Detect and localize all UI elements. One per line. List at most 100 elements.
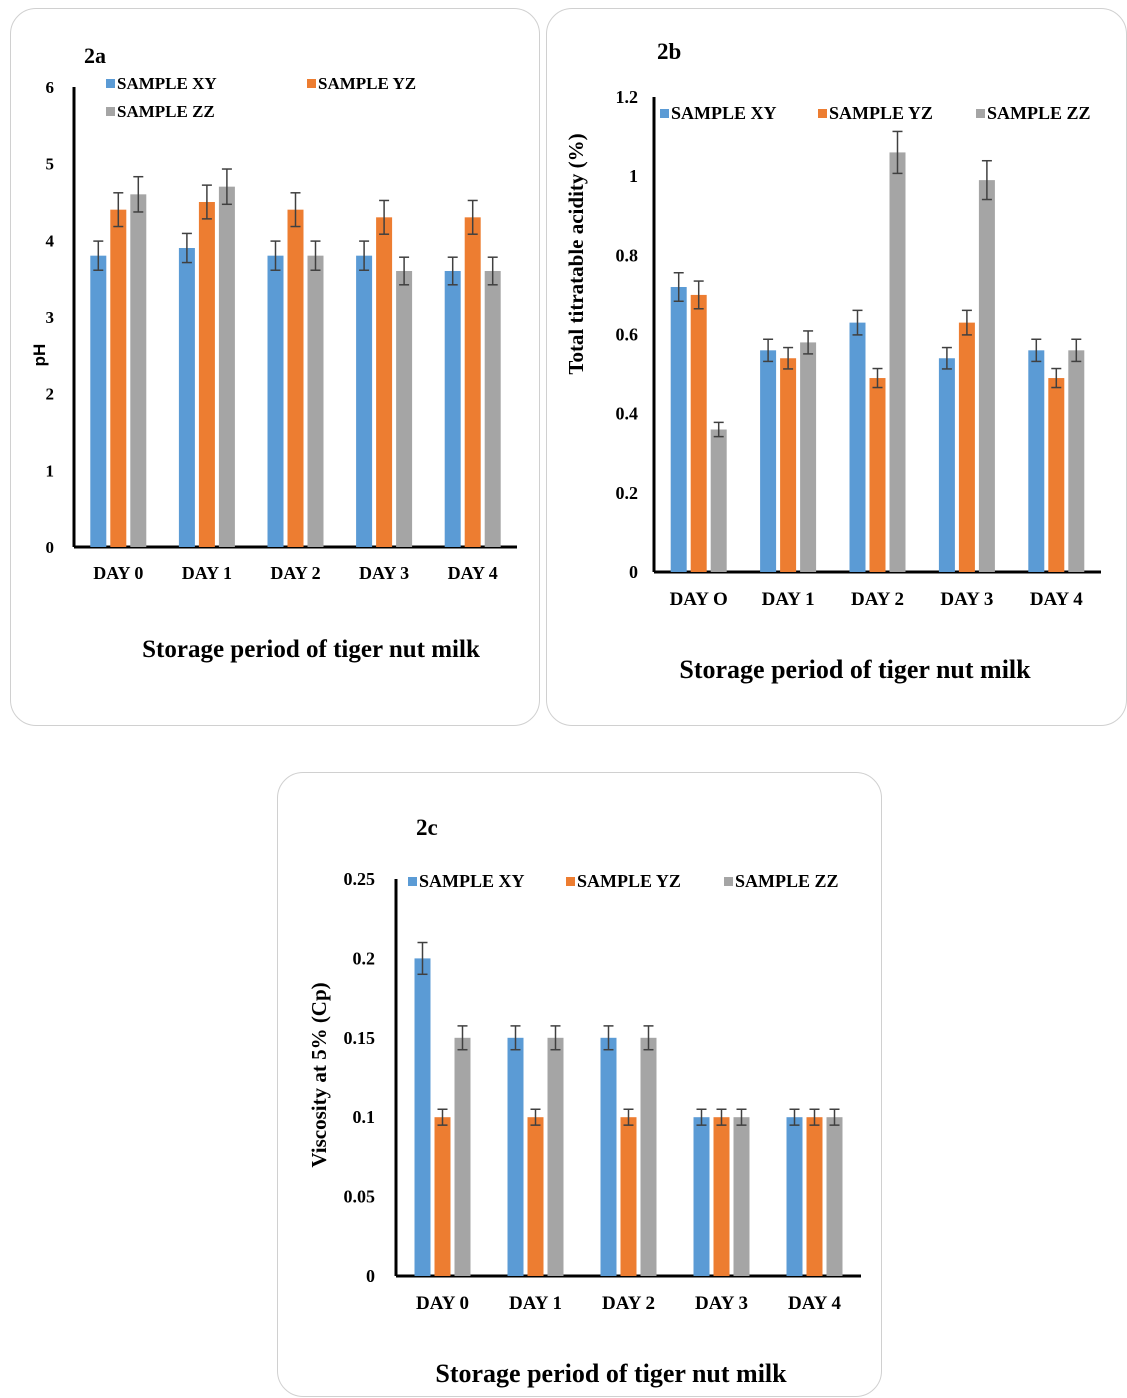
x-tick-label: DAY 4 xyxy=(788,1293,841,1314)
bar-yz xyxy=(198,202,215,547)
y-tick-label: 0.25 xyxy=(344,869,376,889)
bar-zz xyxy=(978,180,995,572)
x-tick-label: DAY 0 xyxy=(93,563,143,583)
chart-panel-2a: 2a 0 1 2 3 4 5 6 DAY 0 DAY 1 DAY 2 DAY 3 DAY 4 SAMPLE… xyxy=(10,8,540,726)
bar-xy xyxy=(444,271,461,547)
bar-yz xyxy=(464,217,481,548)
bar-zz xyxy=(396,271,413,547)
y-axis-label: pH xyxy=(30,344,49,367)
x-tick-label: DAY 4 xyxy=(448,563,498,583)
x-tick-label: DAY 0 xyxy=(416,1293,469,1314)
bar-xy xyxy=(693,1117,710,1276)
y-tick-label: 1.2 xyxy=(616,87,639,107)
legend-label: SAMPLE ZZ xyxy=(987,103,1091,123)
bar-zz xyxy=(733,1117,750,1276)
x-tick-label: DAY 1 xyxy=(509,1293,562,1314)
y-tick-label: 0.1 xyxy=(353,1107,376,1127)
y-tick-label: 3 xyxy=(46,308,55,327)
y-tick-label: 0.2 xyxy=(353,948,376,968)
x-tick-label: DAY 2 xyxy=(270,563,320,583)
legend-label: SAMPLE YZ xyxy=(318,74,416,93)
y-axis-label: Viscosity at 5% (Cp) xyxy=(307,982,331,1167)
bar-zz xyxy=(484,271,501,547)
x-tick-label: DAY 3 xyxy=(359,563,409,583)
y-tick-label: 0 xyxy=(46,538,55,557)
bar-xy xyxy=(786,1117,803,1276)
bar-yz xyxy=(690,294,707,572)
legend-swatch-yz xyxy=(566,877,575,886)
bar-zz xyxy=(826,1117,843,1276)
legend-label: SAMPLE YZ xyxy=(829,103,933,123)
bar-zz xyxy=(640,1037,657,1276)
bar-yz xyxy=(1048,378,1065,572)
y-tick-label: 1 xyxy=(46,461,55,480)
bar-xy xyxy=(600,1037,617,1276)
bar-zz xyxy=(889,152,906,572)
x-tick-label: DAY O xyxy=(670,589,728,610)
y-tick-label: 5 xyxy=(46,155,55,174)
chart-2a: 2a 0 1 2 3 4 5 6 DAY 0 DAY 1 DAY 2 DAY 3 DAY 4 SAMPLE… xyxy=(30,43,517,663)
bar-yz xyxy=(869,378,886,572)
bar-yz xyxy=(434,1117,451,1276)
y-tick-label: 0 xyxy=(629,562,638,582)
bar-yz xyxy=(958,322,975,572)
legend-label: SAMPLE ZZ xyxy=(117,102,215,121)
bar-xy xyxy=(1028,350,1045,572)
legend-swatch-yz xyxy=(818,109,827,118)
bar-xy xyxy=(414,958,431,1276)
legend-label: SAMPLE YZ xyxy=(577,871,681,891)
bar-xy xyxy=(938,358,955,572)
bar-zz xyxy=(218,186,235,547)
y-tick-label: 0.6 xyxy=(616,325,639,345)
bar-xy xyxy=(267,255,284,547)
bar-xy xyxy=(507,1037,524,1276)
chart-2b: 2b 0 0.2 0.4 0.6 0.8 1 1.2 DAY O DAY 1 DAY 2 DAY 3 D… xyxy=(564,39,1101,684)
y-tick-label: 0.15 xyxy=(344,1028,376,1048)
bar-yz xyxy=(806,1117,823,1276)
bar-xy xyxy=(356,255,373,547)
legend-label: SAMPLE XY xyxy=(117,74,217,93)
y-tick-label: 0.05 xyxy=(344,1187,376,1207)
x-tick-label: DAY 4 xyxy=(1030,589,1083,610)
legend-swatch-zz xyxy=(724,877,733,886)
legend-swatch-zz xyxy=(106,107,115,116)
y-axis-label: Total titratable acidity (%) xyxy=(564,133,588,374)
y-tick-label: 0 xyxy=(366,1266,375,1286)
bar-zz xyxy=(130,194,147,548)
bar-xy xyxy=(760,350,777,572)
x-tick-label: DAY 3 xyxy=(940,589,993,610)
y-tick-label: 2 xyxy=(46,385,55,404)
bar-yz xyxy=(287,209,304,547)
y-tick-label: 4 xyxy=(46,231,55,250)
y-tick-label: 6 xyxy=(46,78,55,97)
bar-zz xyxy=(547,1037,564,1276)
legend-swatch-xy xyxy=(408,877,417,886)
bar-xy xyxy=(178,248,195,547)
panel-label: 2c xyxy=(416,815,438,840)
bar-xy xyxy=(849,322,866,572)
bar-yz xyxy=(780,358,797,572)
bar-zz xyxy=(454,1037,471,1276)
bar-zz xyxy=(1068,350,1085,572)
chart-panel-2b: 2b 0 0.2 0.4 0.6 0.8 1 1.2 DAY O DAY 1 DAY 2 DAY 3 D… xyxy=(546,8,1127,726)
y-tick-label: 0.4 xyxy=(616,404,639,424)
bar-yz xyxy=(620,1117,637,1276)
chart-2c: 2c 0 0.05 0.1 0.15 0.2 0.25 DAY 0 DAY 1 DAY 2 DAY … xyxy=(307,815,861,1388)
panel-label: 2b xyxy=(657,39,681,64)
x-tick-label: DAY 2 xyxy=(851,589,904,610)
legend-swatch-xy xyxy=(106,79,115,88)
panel-label: 2a xyxy=(84,43,106,68)
legend-label: SAMPLE XY xyxy=(419,871,525,891)
x-axis-label: Storage period of tiger nut milk xyxy=(435,1359,787,1388)
y-tick-label: 1 xyxy=(629,166,638,186)
legend-swatch-yz xyxy=(307,79,316,88)
legend-label: SAMPLE ZZ xyxy=(735,871,839,891)
bar-zz xyxy=(800,342,817,572)
legend-swatch-xy xyxy=(660,109,669,118)
x-tick-label: DAY 3 xyxy=(695,1293,748,1314)
bar-yz xyxy=(376,217,393,548)
x-tick-label: DAY 2 xyxy=(602,1293,655,1314)
legend-swatch-zz xyxy=(976,109,985,118)
x-axis-label: Storage period of tiger nut milk xyxy=(679,655,1031,684)
x-tick-label: DAY 1 xyxy=(182,563,232,583)
